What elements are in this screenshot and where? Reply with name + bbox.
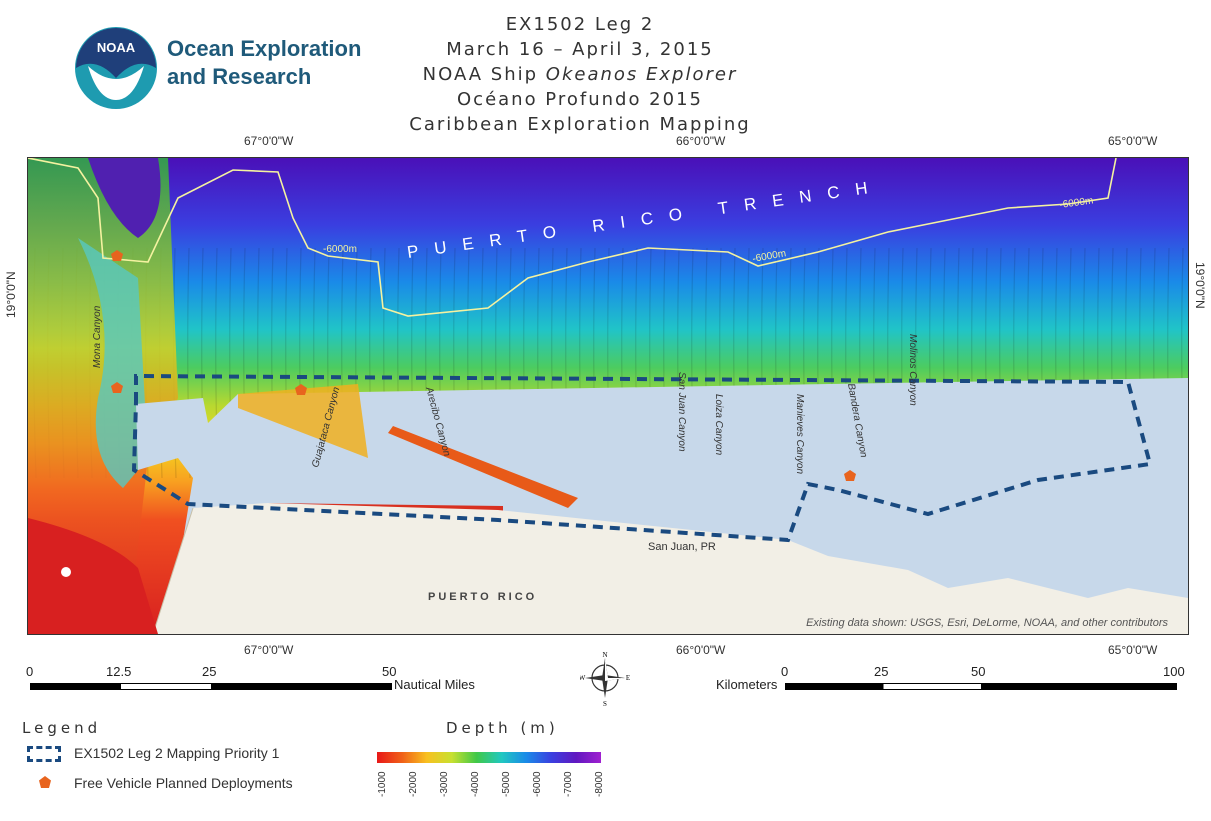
compass-rose: N S E W [579,650,630,708]
lat-label-right: 19°0'0"N [1193,262,1207,309]
noaa-emblem-icon: NOAA [75,27,157,109]
arecibo-ridge [388,426,578,508]
logo-text: NOAA [97,40,136,55]
depth-tick-2000: -2000 [408,771,419,797]
map-attribution: Existing data shown: USGS, Esri, DeLorme… [806,617,1168,629]
lon-label-bottom-67: 67°0'0"W [244,643,294,657]
depth-tick-5000: -5000 [501,771,512,797]
title-line-4: Océano Profundo 2015 [457,89,703,110]
deployment-marker-2[interactable] [111,382,123,393]
deployment-marker-4[interactable] [844,470,856,481]
puerto-rico-land [153,503,1188,634]
depth-color-ramp [377,752,601,763]
lon-label-top-65: 65°0'0"W [1108,134,1158,148]
pentagon-marker-icon [39,776,51,788]
lat-label-left: 19°0'0"N [4,271,18,318]
compass-s: S [603,700,607,706]
km-scale-bar [785,683,1177,690]
compass-w: W [580,674,586,682]
depth-tick-7000: -7000 [563,771,574,797]
nm-tick-50: 50 [382,664,397,679]
desecheo-island [61,567,71,577]
compass-e: E [626,674,630,682]
legend-deployment-icon [38,775,52,789]
contour-6000m [28,158,1117,317]
nm-tick-25: 25 [202,664,217,679]
km-tick-0: 0 [781,664,789,679]
legend-item-deployment: Free Vehicle Planned Deployments [74,775,293,791]
shelf-strip-guajataca [238,384,368,458]
nm-tick-12-5: 12.5 [106,664,132,679]
title-ship-prefix: NOAA Ship [422,64,546,85]
depth-legend-title: Depth (m) [446,719,559,737]
compass-icon: N S E W [579,651,630,708]
lon-label-bottom-66: 66°0'0"W [676,643,726,657]
contour-label-1: -6000m [323,244,357,255]
title-line-2: March 16 – April 3, 2015 [446,39,714,60]
lon-label-top-66: 66°0'0"W [676,134,726,148]
nm-unit-label: Nautical Miles [394,677,475,692]
nm-scale-bar [30,683,392,690]
city-label: San Juan, PR [648,541,716,553]
org-name-line2: and Research [167,64,312,89]
canyon-label-loiza: Loiza Canyon [713,394,724,456]
title-line-1: EX1502 Leg 2 [505,14,655,35]
canyon-label-mona: Mona Canyon [92,305,103,368]
legend-item-survey: EX1502 Leg 2 Mapping Priority 1 [74,745,280,761]
title-line-5: Caribbean Exploration Mapping [409,114,751,135]
deployment-marker-3[interactable] [295,384,307,395]
title-line-3: NOAA Ship Okeanos Explorer [400,64,760,85]
depth-tick-6000: -6000 [532,771,543,797]
bathymetry-map[interactable]: -6000m -6000m -6000m PUERTO RICO TRENCH … [27,157,1189,635]
noaa-logo: NOAA [74,26,158,110]
org-name-line1: Ocean Exploration [167,36,362,61]
survey-polygon[interactable] [131,373,1153,543]
contour-label-3: -6000m [1059,195,1094,211]
legend-survey-swatch [27,746,61,762]
depth-tick-1000: -1000 [377,771,388,797]
canyon-label-manieves: Manieves Canyon [794,394,805,474]
mona-canyon-floor [78,238,148,488]
lon-label-bottom-65: 65°0'0"W [1108,643,1158,657]
legend-title: Legend [22,719,102,737]
mona-deep [88,158,161,238]
title-ship-name: Okeanos Explorer [545,64,738,85]
km-unit-label: Kilometers [716,677,778,692]
depth-tick-8000: -8000 [594,771,605,797]
depth-tick-3000: -3000 [439,771,450,797]
km-tick-50: 50 [971,664,986,679]
hispaniola-slope [28,518,158,634]
canyon-label-sanjuan: San Juan Canyon [676,372,687,452]
compass-n: N [602,651,607,659]
map-canvas: -6000m -6000m -6000m PUERTO RICO TRENCH … [28,158,1188,634]
nm-tick-0: 0 [26,664,34,679]
west-coast-line [152,507,194,634]
km-tick-25: 25 [874,664,889,679]
lon-label-top-67: 67°0'0"W [244,134,294,148]
island-label: PUERTO RICO [428,591,537,603]
deployment-marker-1[interactable] [111,250,123,261]
canyon-label-molinos: Molinos Canyon [907,334,918,406]
km-tick-100: 100 [1163,664,1185,679]
depth-tick-4000: -4000 [470,771,481,797]
